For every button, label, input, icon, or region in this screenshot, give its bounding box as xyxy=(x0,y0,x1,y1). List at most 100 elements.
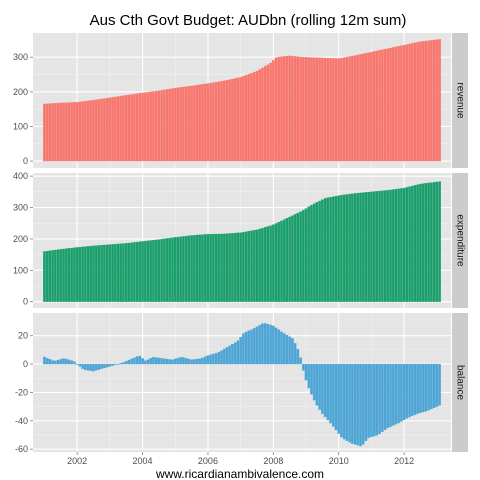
y-tick-label: -40 xyxy=(15,416,28,426)
bar-balance xyxy=(282,333,286,365)
bar-expenditure xyxy=(78,246,82,302)
bar-expenditure xyxy=(45,250,49,302)
bar-revenue xyxy=(209,82,212,162)
bar-expenditure xyxy=(402,187,406,302)
bar-expenditure xyxy=(54,249,57,302)
bar-balance xyxy=(217,351,221,365)
bar-expenditure xyxy=(59,249,63,302)
bar-revenue xyxy=(411,43,414,162)
bar-balance xyxy=(383,363,387,431)
bar-revenue xyxy=(351,55,354,162)
bar-expenditure xyxy=(138,241,142,302)
bar-revenue xyxy=(296,56,300,162)
bar-expenditure xyxy=(288,216,291,302)
bar-expenditure xyxy=(233,232,237,302)
bar-expenditure xyxy=(212,233,215,302)
bar-expenditure xyxy=(168,237,172,302)
bar-balance xyxy=(190,359,193,365)
bar-revenue xyxy=(282,56,286,162)
bar-expenditure xyxy=(108,244,112,302)
bar-revenue xyxy=(312,57,316,162)
bar-balance xyxy=(416,363,420,414)
bar-revenue xyxy=(171,88,174,162)
bar-revenue xyxy=(75,102,79,162)
bar-balance xyxy=(312,363,316,401)
bar-revenue xyxy=(176,87,180,162)
bar-expenditure xyxy=(329,197,332,302)
bar-expenditure xyxy=(397,188,400,302)
bar-revenue xyxy=(225,80,229,162)
bar-balance xyxy=(391,363,395,426)
bar-revenue xyxy=(307,57,311,162)
bar-expenditure xyxy=(84,246,87,302)
bar-expenditure xyxy=(391,189,395,302)
bar-revenue xyxy=(198,84,202,162)
bar-balance xyxy=(149,357,152,365)
bar-expenditure xyxy=(361,192,365,302)
bar-balance xyxy=(111,363,114,366)
bar-expenditure xyxy=(124,243,128,302)
bar-balance xyxy=(274,327,278,365)
bar-revenue xyxy=(405,44,409,162)
bar-revenue xyxy=(438,39,441,162)
bar-expenditure xyxy=(342,194,346,302)
facet-strip xyxy=(452,173,468,308)
bar-revenue xyxy=(375,50,379,162)
bar-balance xyxy=(165,358,169,365)
bar-expenditure xyxy=(62,248,65,302)
y-tick-label: 0 xyxy=(23,297,28,307)
bar-revenue xyxy=(146,92,150,162)
bar-expenditure xyxy=(89,245,93,302)
bar-balance xyxy=(405,363,409,419)
bar-expenditure xyxy=(206,234,210,302)
bar-balance xyxy=(124,361,128,365)
bar-balance xyxy=(427,363,430,411)
bar-revenue xyxy=(51,103,54,162)
bar-revenue xyxy=(116,96,120,162)
bar-revenue xyxy=(419,41,422,162)
bar-revenue xyxy=(285,55,289,162)
bar-expenditure xyxy=(408,186,411,302)
bar-revenue xyxy=(337,58,341,162)
bar-balance xyxy=(378,363,381,434)
bar-revenue xyxy=(105,97,109,162)
bar-balance xyxy=(163,358,166,365)
bar-balance xyxy=(307,363,311,389)
bar-balance xyxy=(182,357,185,365)
bar-balance xyxy=(127,359,131,365)
bar-revenue xyxy=(353,55,357,162)
bar-expenditure xyxy=(171,237,174,302)
bar-revenue xyxy=(348,56,351,162)
bar-expenditure xyxy=(263,227,267,302)
bar-balance xyxy=(400,363,403,422)
bar-revenue xyxy=(277,56,281,162)
bar-revenue xyxy=(73,102,76,162)
bar-expenditure xyxy=(438,181,441,302)
bar-revenue xyxy=(163,89,166,162)
bar-revenue xyxy=(182,86,185,162)
bar-balance xyxy=(332,363,335,427)
bar-expenditure xyxy=(231,233,234,302)
bar-balance xyxy=(411,363,414,416)
bar-revenue xyxy=(64,102,68,162)
bar-revenue xyxy=(127,94,131,162)
bar-balance xyxy=(285,334,289,365)
bar-expenditure xyxy=(81,246,84,302)
bar-revenue xyxy=(274,57,278,162)
bar-balance xyxy=(277,329,281,365)
bar-revenue xyxy=(138,93,142,162)
bar-expenditure xyxy=(304,208,308,302)
bar-balance xyxy=(59,359,63,365)
bar-expenditure xyxy=(165,238,169,302)
bar-revenue xyxy=(250,73,253,162)
bar-expenditure xyxy=(163,238,166,302)
bar-balance xyxy=(168,359,172,365)
panel-balance: -60 -40 -20 0 20 balance xyxy=(15,313,468,454)
bar-revenue xyxy=(193,85,196,162)
bar-revenue xyxy=(272,60,275,162)
bar-revenue xyxy=(391,47,395,162)
bar-expenditure xyxy=(413,185,417,302)
bar-balance xyxy=(187,358,191,365)
bar-expenditure xyxy=(56,249,60,302)
